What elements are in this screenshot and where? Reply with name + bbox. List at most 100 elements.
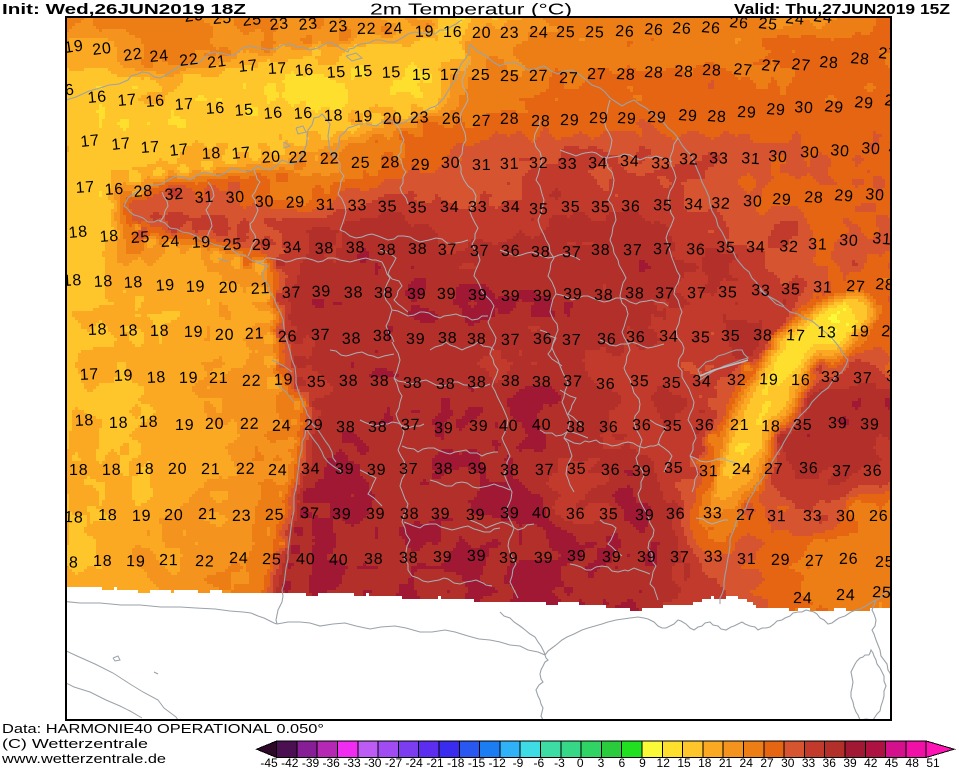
svg-text:19: 19 <box>126 553 146 571</box>
svg-text:32: 32 <box>529 155 548 172</box>
svg-text:34: 34 <box>897 460 917 477</box>
svg-text:38: 38 <box>370 373 389 390</box>
svg-text:33: 33 <box>751 282 771 300</box>
svg-text:35: 35 <box>721 328 740 345</box>
svg-text:30: 30 <box>743 193 763 211</box>
svg-text:20: 20 <box>205 416 225 433</box>
svg-text:18: 18 <box>69 462 88 479</box>
svg-text:25: 25 <box>471 67 490 84</box>
svg-text:42: 42 <box>864 756 878 770</box>
svg-text:38: 38 <box>501 373 520 390</box>
svg-text:37: 37 <box>399 461 418 478</box>
svg-text:16: 16 <box>791 372 811 389</box>
svg-text:35: 35 <box>691 329 711 347</box>
svg-text:36: 36 <box>601 462 621 479</box>
svg-text:22: 22 <box>236 461 256 478</box>
svg-text:18: 18 <box>119 322 139 340</box>
svg-text:33: 33 <box>468 199 487 216</box>
svg-text:27: 27 <box>587 66 607 83</box>
svg-text:Valid: Thu,27JUN2019 15Z: Valid: Thu,27JUN2019 15Z <box>734 1 950 18</box>
svg-text:19: 19 <box>274 371 294 389</box>
svg-text:19: 19 <box>759 371 779 389</box>
svg-text:29: 29 <box>896 184 917 203</box>
svg-text:17: 17 <box>440 67 460 84</box>
svg-text:37: 37 <box>501 332 521 349</box>
svg-text:19: 19 <box>191 234 212 252</box>
svg-text:21: 21 <box>209 370 228 387</box>
svg-text:21: 21 <box>245 325 265 343</box>
svg-text:25: 25 <box>242 11 263 30</box>
svg-text:36: 36 <box>863 463 883 480</box>
svg-text:18: 18 <box>93 553 112 570</box>
svg-text:25: 25 <box>130 229 150 247</box>
svg-text:38: 38 <box>531 244 550 261</box>
svg-text:24: 24 <box>793 590 813 607</box>
svg-text:18: 18 <box>59 554 79 572</box>
svg-text:38: 38 <box>344 284 364 302</box>
svg-text:24: 24 <box>529 24 549 42</box>
svg-text:21: 21 <box>730 417 749 434</box>
svg-text:31: 31 <box>500 156 520 173</box>
svg-text:19: 19 <box>63 37 85 57</box>
svg-text:38: 38 <box>339 373 359 390</box>
svg-text:37: 37 <box>562 332 581 349</box>
svg-text:27: 27 <box>791 56 812 75</box>
svg-text:24: 24 <box>813 8 834 27</box>
svg-text:39: 39 <box>437 286 457 303</box>
svg-text:29: 29 <box>304 417 323 434</box>
svg-text:19: 19 <box>353 108 373 126</box>
svg-text:18: 18 <box>102 462 122 479</box>
svg-text:18: 18 <box>146 369 166 387</box>
svg-text:17: 17 <box>174 96 195 114</box>
svg-text:22: 22 <box>357 21 377 38</box>
svg-text:39: 39 <box>533 288 553 305</box>
svg-text:17: 17 <box>80 132 101 151</box>
svg-text:31: 31 <box>472 157 491 174</box>
svg-text:20: 20 <box>472 25 492 42</box>
svg-text:38: 38 <box>467 374 487 391</box>
svg-text:28: 28 <box>644 64 664 82</box>
svg-text:30: 30 <box>830 142 851 161</box>
svg-text:25: 25 <box>351 155 371 172</box>
svg-text:30: 30 <box>768 148 789 166</box>
svg-text:24: 24 <box>836 587 856 604</box>
svg-text:21: 21 <box>719 756 733 770</box>
svg-text:22: 22 <box>240 416 260 433</box>
svg-text:37: 37 <box>890 414 910 432</box>
svg-text:18: 18 <box>761 418 781 436</box>
svg-text:38: 38 <box>438 330 457 347</box>
svg-text:34: 34 <box>301 461 321 478</box>
svg-text:29: 29 <box>589 110 609 127</box>
svg-text:28: 28 <box>133 183 154 201</box>
svg-text:31: 31 <box>699 463 719 480</box>
svg-text:39: 39 <box>635 507 655 524</box>
svg-text:18: 18 <box>62 272 82 290</box>
svg-text:Data: HARMONIE40 OPERATIONAL 0: Data: HARMONIE40 OPERATIONAL 0.050° <box>2 721 324 736</box>
svg-text:34: 34 <box>440 199 459 216</box>
svg-text:2m Temperatur (°C): 2m Temperatur (°C) <box>370 2 572 19</box>
svg-text:40: 40 <box>296 551 316 568</box>
svg-text:33: 33 <box>651 155 671 173</box>
svg-text:29: 29 <box>252 237 272 254</box>
svg-text:33: 33 <box>703 505 723 522</box>
svg-text:21: 21 <box>201 461 221 478</box>
svg-text:36: 36 <box>566 506 586 523</box>
svg-text:25: 25 <box>872 584 892 602</box>
svg-text:35: 35 <box>781 281 801 299</box>
svg-text:20: 20 <box>215 327 235 344</box>
svg-text:19: 19 <box>186 278 206 296</box>
svg-text:31: 31 <box>767 508 787 525</box>
svg-text:25: 25 <box>585 24 605 42</box>
svg-text:19: 19 <box>179 370 199 387</box>
svg-text:19: 19 <box>184 324 204 341</box>
svg-text:18: 18 <box>98 507 118 524</box>
svg-text:17: 17 <box>117 91 138 110</box>
svg-text:31: 31 <box>741 150 762 168</box>
svg-text:20: 20 <box>261 148 282 167</box>
svg-text:28: 28 <box>881 323 902 341</box>
svg-text:37: 37 <box>562 244 582 261</box>
svg-text:38: 38 <box>753 327 773 345</box>
svg-text:29: 29 <box>737 104 757 122</box>
svg-text:27: 27 <box>878 45 899 64</box>
svg-text:21: 21 <box>206 53 227 72</box>
